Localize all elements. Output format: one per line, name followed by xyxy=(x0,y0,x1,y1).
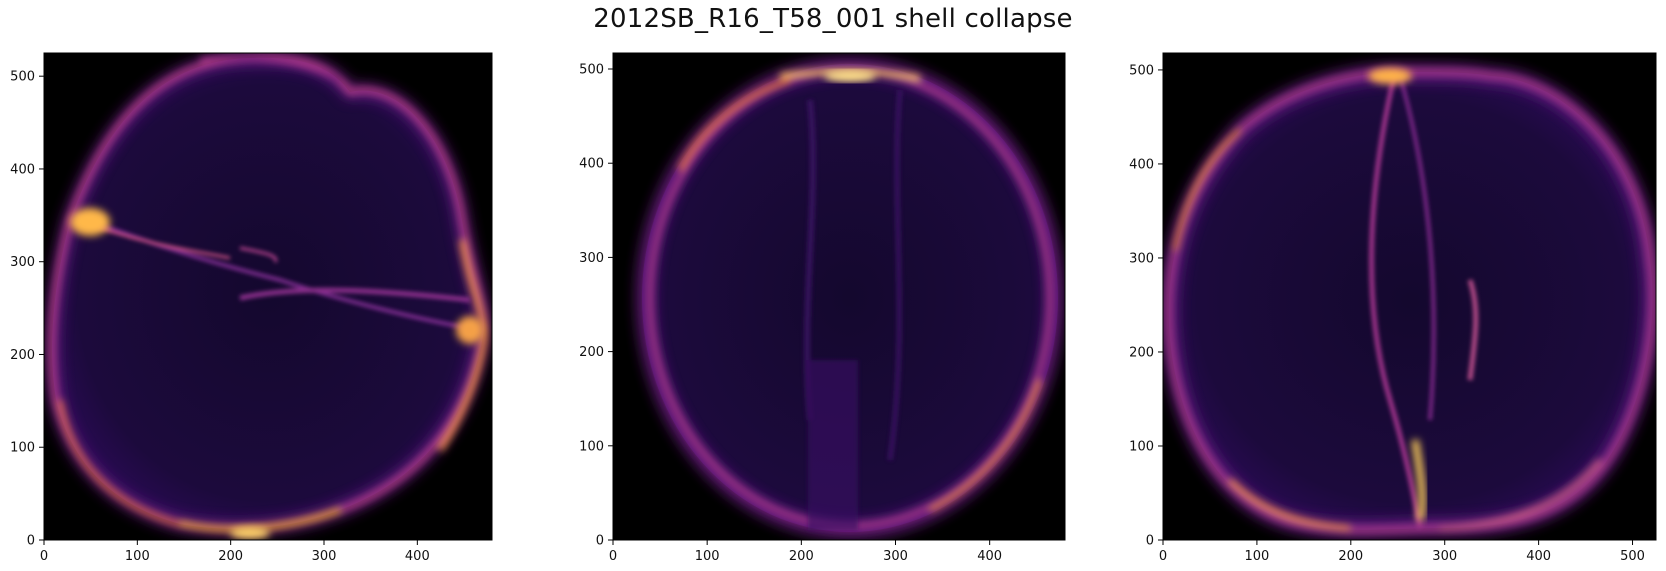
y-tick-label: 200 xyxy=(579,345,604,360)
y-tick-label: 200 xyxy=(1129,345,1154,360)
y-tick-label: 500 xyxy=(1129,63,1154,78)
x-tick-label: 400 xyxy=(1526,549,1551,564)
x-tick-label: 300 xyxy=(312,549,337,564)
shell-image-left xyxy=(44,53,492,540)
y-tick-label: 0 xyxy=(27,534,35,549)
shell-image-right xyxy=(1163,53,1656,540)
y-tick-label: 300 xyxy=(579,251,604,266)
y-tick-label: 500 xyxy=(579,63,604,78)
y-tick-label: 400 xyxy=(10,162,35,177)
x-tick-label: 500 xyxy=(1620,549,1645,564)
x-tick-label: 400 xyxy=(977,549,1002,564)
x-tick-label: 200 xyxy=(218,549,243,564)
y-tick-label: 0 xyxy=(596,534,604,549)
x-tick-label: 200 xyxy=(789,549,814,564)
y-tick-label: 100 xyxy=(579,439,604,454)
y-tick-label: 300 xyxy=(1129,251,1154,266)
x-tick-label: 300 xyxy=(1432,549,1457,564)
x-tick-label: 400 xyxy=(405,549,430,564)
axes-right: 0 100 200 300 400 500 0 100 200 300 400 500 xyxy=(1129,63,1645,564)
y-tick-label: 400 xyxy=(1129,157,1154,172)
shell-image-middle xyxy=(613,53,1065,540)
x-tick-label: 0 xyxy=(1159,549,1167,564)
y-tick-label: 0 xyxy=(1146,534,1154,549)
x-tick-label: 100 xyxy=(125,549,150,564)
y-tick-label: 100 xyxy=(10,441,35,456)
y-tick-label: 400 xyxy=(579,157,604,172)
x-tick-label: 100 xyxy=(695,549,720,564)
y-tick-label: 200 xyxy=(10,348,35,363)
axes-left: 0 100 200 300 400 0 100 200 300 400 500 xyxy=(10,70,430,564)
y-tick-label: 100 xyxy=(1129,439,1154,454)
axes-middle: 0 100 200 300 400 0 100 200 300 400 500 xyxy=(579,63,1002,564)
x-tick-label: 100 xyxy=(1244,549,1269,564)
y-tick-label: 300 xyxy=(10,255,35,270)
x-tick-label: 0 xyxy=(40,549,48,564)
y-tick-label: 500 xyxy=(10,70,35,85)
figure-title: 2012SB_R16_T58_001 shell collapse xyxy=(593,4,1073,34)
x-tick-label: 200 xyxy=(1338,549,1363,564)
x-tick-label: 0 xyxy=(609,549,617,564)
x-tick-label: 300 xyxy=(883,549,908,564)
